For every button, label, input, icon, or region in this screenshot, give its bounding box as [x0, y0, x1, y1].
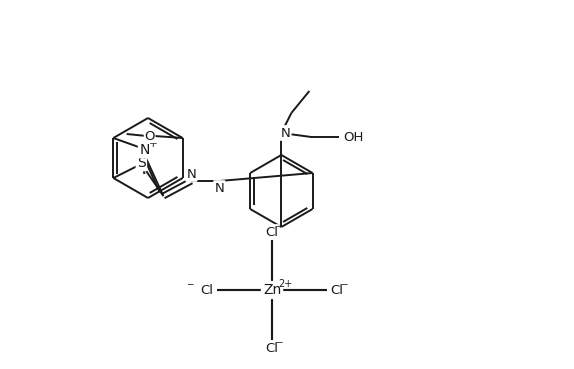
Text: N: N [281, 127, 290, 139]
Text: O: O [145, 130, 155, 142]
Text: −: − [276, 221, 283, 231]
Text: N: N [187, 168, 196, 180]
Text: −: − [276, 338, 283, 346]
Text: Cl: Cl [200, 283, 214, 297]
Text: −: − [186, 279, 194, 289]
Text: +: + [149, 139, 158, 149]
Text: N: N [215, 182, 224, 194]
Text: S: S [137, 156, 146, 170]
Text: 2+: 2+ [278, 279, 292, 289]
Text: OH: OH [343, 131, 363, 144]
Text: Zn: Zn [263, 283, 281, 297]
Text: Cl: Cl [266, 341, 278, 355]
Text: Cl: Cl [331, 283, 343, 297]
Text: Cl: Cl [266, 225, 278, 238]
Text: −: − [340, 279, 348, 289]
Text: N: N [139, 143, 150, 157]
